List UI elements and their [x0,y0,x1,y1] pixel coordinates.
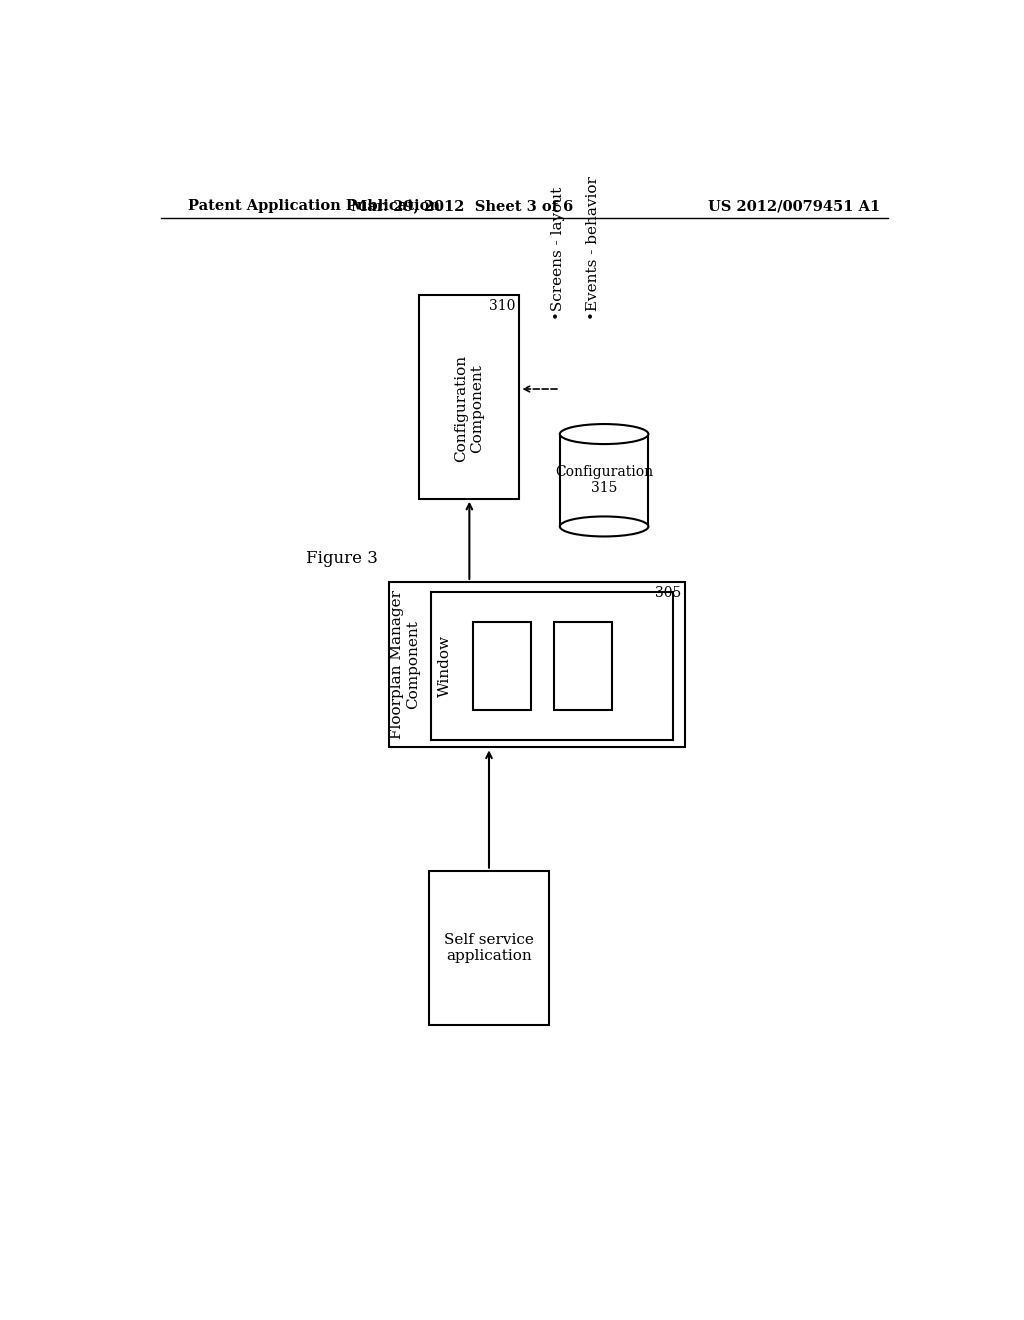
Bar [419,294,519,499]
Bar [388,582,685,747]
Text: Patent Application Publication: Patent Application Publication [188,199,440,213]
Text: Mar. 29, 2012  Sheet 3 of 6: Mar. 29, 2012 Sheet 3 of 6 [350,199,572,213]
Text: US 2012/0079451 A1: US 2012/0079451 A1 [708,199,881,213]
Text: Floorplan Manager
Component: Floorplan Manager Component [390,590,421,739]
Bar [554,622,611,710]
Bar [429,871,549,1024]
Text: Figure 3: Figure 3 [306,550,378,568]
Text: •Events - behavior: •Events - behavior [586,177,600,321]
Ellipse shape [560,516,648,536]
Text: 305: 305 [655,586,681,599]
Bar [431,591,674,739]
Text: Self service
application: Self service application [444,932,534,962]
Text: Configuration
315: Configuration 315 [555,465,653,495]
Text: Configuration
Component: Configuration Component [455,355,484,462]
Text: •Screens - layout: •Screens - layout [551,187,565,321]
Text: 310: 310 [489,298,515,313]
Bar [560,434,648,527]
Text: Window: Window [437,635,452,697]
Bar [473,622,531,710]
Ellipse shape [560,424,648,444]
